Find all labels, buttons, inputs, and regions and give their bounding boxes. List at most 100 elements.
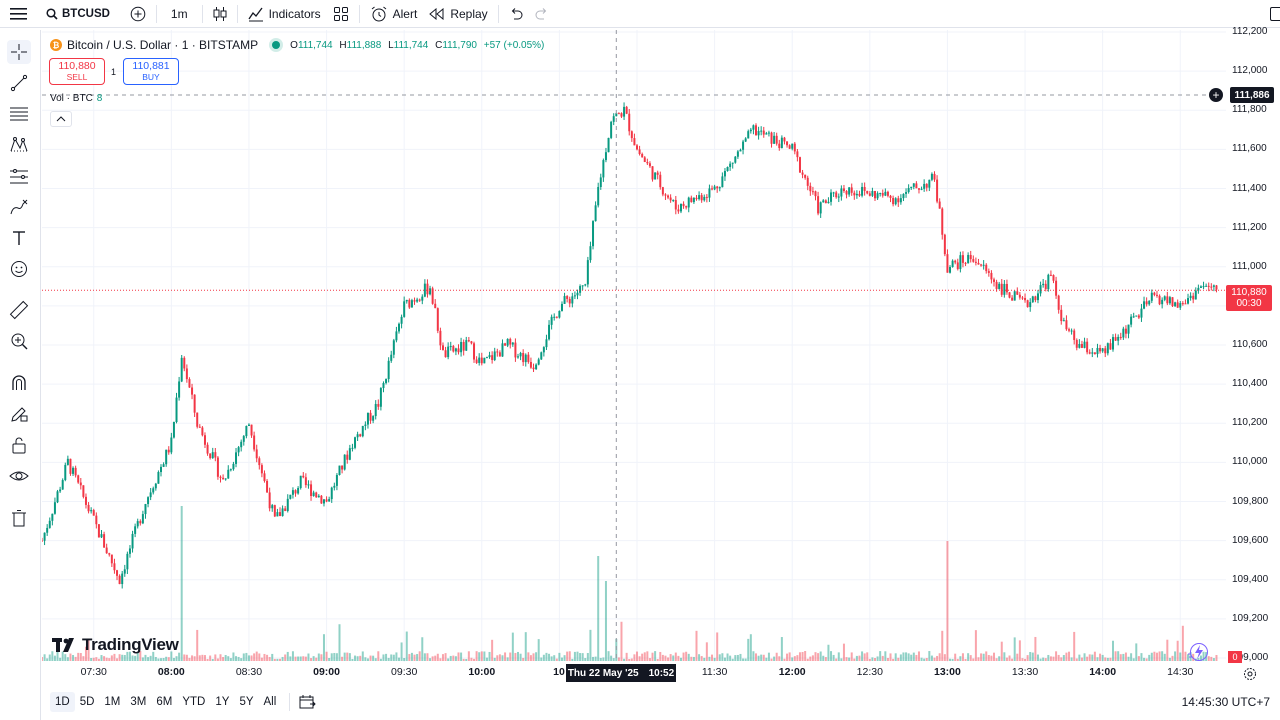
fib-retracement-icon[interactable] [7,102,31,126]
lock-icon[interactable] [7,433,31,457]
volume-bar [165,656,168,661]
candle-body [1070,330,1073,332]
range-button-all[interactable]: All [263,696,277,708]
eye-icon[interactable] [7,464,31,488]
candle-body [806,177,809,186]
volume-bar [879,651,882,661]
price-chart[interactable] [42,30,1226,662]
symbol-title[interactable]: Bitcoin / U.S. Dollar · 1 · BITSTAMP [67,38,259,52]
volume-bar [514,652,517,661]
range-button-5d[interactable]: 5D [79,696,95,708]
candle-body [550,316,553,325]
volume-bar [959,656,962,661]
volume-bar [946,541,949,661]
candle-body [302,475,305,478]
range-button-5y[interactable]: 5Y [239,696,254,708]
range-button-3m[interactable]: 3M [130,696,147,708]
forecast-icon[interactable] [7,164,31,188]
volume-bar [987,655,990,661]
candle-body [1181,303,1184,305]
high-key: H [339,39,347,51]
volume-bar [729,655,732,661]
candle-body [222,477,225,480]
menu-icon[interactable] [0,0,34,28]
candle-body [524,354,527,363]
volume-bar [871,657,874,661]
alert-button[interactable]: Alert [364,0,424,28]
volume-bar [703,657,706,661]
price-axis[interactable]: 112,200 112,000 111,800 111,600 111,400 111,2… [1226,26,1280,663]
candle-body [853,192,856,196]
trend-line-icon[interactable] [7,71,31,95]
range-button-1d[interactable]: 1D [50,692,75,712]
candle-body [705,196,708,198]
range-button-1y[interactable]: 1Y [215,696,230,708]
emoji-icon[interactable] [7,257,31,281]
chart-pane[interactable]: ₿ Bitcoin / U.S. Dollar · 1 · BITSTAMP O… [42,30,1226,662]
add-alert-plus-icon[interactable]: + [1209,88,1223,102]
volume-bar [607,651,610,661]
candle-body [141,514,144,524]
candle-body [224,478,227,480]
volume-bar [53,655,56,661]
indicators-button[interactable]: Indicators [242,0,327,28]
candle-body [581,285,584,287]
timezone-clock[interactable]: 14:45:30 UTC+7 [1181,695,1270,709]
pattern-icon[interactable] [7,133,31,157]
range-button-1m[interactable]: 1M [104,696,121,708]
volume-bar [488,651,491,661]
volume-bar [1117,651,1120,661]
redo-button[interactable] [529,0,555,28]
tradingview-logo: TradingView [52,635,179,655]
candle-body [902,193,905,199]
alarm-clock-icon [371,6,386,21]
range-button-6m[interactable]: 6M [156,696,173,708]
layouts-button[interactable] [327,0,355,28]
candle-body [721,176,724,188]
candle-body [1158,295,1161,305]
volume-bar [1044,658,1047,661]
buy-button[interactable]: 110,881 BUY [123,58,179,85]
volume-bar [59,657,62,661]
ruler-icon[interactable] [7,298,31,322]
trash-icon[interactable] [7,506,31,530]
collapse-legend-button[interactable] [50,111,72,127]
volume-bar [949,658,952,661]
undo-button[interactable] [503,0,529,28]
volume-bar [982,653,985,661]
candle-body [848,187,851,195]
magnet-icon[interactable] [7,371,31,395]
sell-button[interactable]: 110,880 SELL [49,58,105,85]
candle-body [602,160,605,178]
ohlc-values: O111,744 H111,888 L111,744 C111,790 +57 … [290,40,548,51]
compare-symbol-button[interactable] [124,0,152,28]
symbol-search[interactable]: BTCUSD [34,0,116,28]
volume-bar [886,657,889,661]
volume-bar [491,639,494,661]
chart-type-button[interactable] [207,0,233,28]
range-button-ytd[interactable]: YTD [182,696,206,708]
text-icon[interactable] [7,226,31,250]
brush-icon[interactable] [7,195,31,219]
date-range-picker-button[interactable] [298,694,317,710]
volume-bar [1148,654,1151,661]
candle-body [568,298,571,304]
candle-body [832,192,835,194]
interval-button[interactable]: 1m [170,6,188,21]
candle-body [400,316,403,324]
volume-bar [553,655,556,661]
volume-bar [364,657,367,661]
volume-bar [214,654,217,661]
fullscreen-button[interactable] [1270,7,1280,21]
price-tick-label: 111,000 [1232,260,1267,272]
volume-bar [498,654,501,661]
lightning-icon[interactable] [1187,642,1209,667]
replay-button[interactable]: Replay [423,0,493,28]
volume-bar [723,657,726,661]
crosshair-icon[interactable] [7,40,31,64]
lock-drawing-pencil-icon[interactable] [7,402,31,426]
volume-legend[interactable]: Vol · BTC 8 [50,93,102,104]
candle-body [700,195,703,201]
gear-icon[interactable] [1243,667,1257,686]
zoom-in-icon[interactable] [7,329,31,353]
